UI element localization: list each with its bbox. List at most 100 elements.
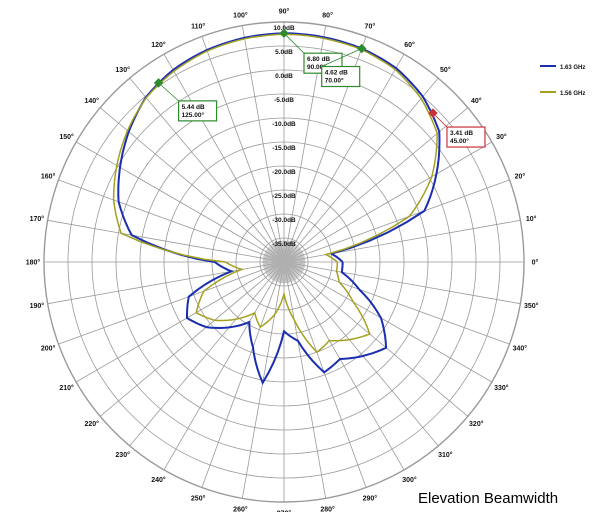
grid-spoke <box>283 219 521 263</box>
grid-spoke <box>283 261 439 447</box>
legend-label: 1.63 GHz <box>560 65 585 71</box>
angle-tick-label: 270° <box>277 510 292 512</box>
angle-tick-label: 30° <box>496 133 507 141</box>
marker-leader <box>158 82 179 102</box>
angle-tick-label: 340° <box>513 344 528 352</box>
angle-tick-label: 110° <box>191 23 205 31</box>
grid-spoke <box>201 261 285 488</box>
marker-leader <box>432 112 448 128</box>
angle-tick-label: 210° <box>59 384 74 392</box>
radial-tick-label: -30.0dB <box>272 217 296 224</box>
radial-tick-labels: 10.0dB 5.0dB 0.0dB -5.0dB -10.0dB -15.0dB -20.… <box>272 25 296 248</box>
grid-spoke <box>283 261 510 345</box>
marker-label-angle: 45.00° <box>450 137 469 145</box>
marker-label-db: 3.41 dB <box>450 130 473 137</box>
angle-tick-label: 200° <box>41 344 56 352</box>
marker-label-db: 4.62 dB <box>325 70 348 77</box>
angle-tick-label: 40° <box>471 97 482 105</box>
angle-tick-label: 140° <box>84 97 99 105</box>
legend-label: 1.56 GHz <box>560 91 585 97</box>
grid-spoke <box>163 261 285 471</box>
grid-spoke <box>75 261 285 383</box>
grid-spoke <box>47 261 285 305</box>
grid-spoke <box>129 77 285 263</box>
grid-spoke <box>99 261 285 417</box>
grid-spoke <box>283 53 405 263</box>
series-line-2 <box>112 33 438 354</box>
marker-point <box>356 43 367 54</box>
angle-tick-label: 300° <box>402 476 417 484</box>
radial-tick-label: -5.0dB <box>274 97 294 104</box>
angle-tick-label: 250° <box>191 494 206 502</box>
grid-spoke <box>47 219 285 263</box>
angle-tick-label: 60° <box>404 41 415 49</box>
angle-tick-label: 70° <box>365 23 376 31</box>
angle-tick-label: 320° <box>469 420 484 428</box>
angle-tick-label: 180° <box>26 259 41 267</box>
angle-tick-label: 100° <box>233 11 248 19</box>
radial-tick-label: -20.0dB <box>272 169 296 176</box>
series-group <box>112 32 441 386</box>
grid-spoke <box>129 261 285 447</box>
grid-spoke <box>283 261 521 305</box>
angle-tick-label: 310° <box>438 451 453 459</box>
angle-tick-label: 240° <box>151 476 166 484</box>
angle-tick-label: 230° <box>115 451 130 459</box>
radial-tick-label: -15.0dB <box>272 145 296 152</box>
angle-tick-label: 260° <box>233 506 248 512</box>
grid-spoke <box>283 179 510 263</box>
chart-caption: Elevation Beamwidth <box>418 490 559 507</box>
marker-label-db: 6.80 dB <box>307 56 330 63</box>
angle-tick-label: 190° <box>30 302 45 310</box>
legend: 1.63 GHz 1.56 GHz <box>540 65 585 97</box>
grid-spoke <box>283 77 439 263</box>
angle-tick-label: 80° <box>322 11 333 19</box>
grid-spoke <box>283 261 367 488</box>
grid-spoke <box>163 53 285 263</box>
radial-tick-label: 10.0dB <box>273 25 295 32</box>
radial-tick-label: 0.0dB <box>275 73 293 80</box>
grid-spoke <box>58 261 285 345</box>
angle-tick-label: 350° <box>524 302 539 310</box>
grid-spoke <box>241 25 285 263</box>
marker-leader <box>283 32 305 54</box>
grid-spoke <box>99 107 285 263</box>
grid-spoke <box>58 179 285 263</box>
grid-spoke <box>283 261 493 383</box>
radial-tick-label: -25.0dB <box>272 193 296 200</box>
grid-fine-spoke <box>283 261 306 263</box>
grid-spoke <box>75 141 285 263</box>
marker-label-angle: 125.00° <box>182 111 205 119</box>
angle-tick-label: 290° <box>363 494 378 502</box>
grid-spoke <box>283 261 327 499</box>
angle-tick-label: 10° <box>526 215 537 223</box>
angle-tick-label: 160° <box>41 173 56 181</box>
angle-tick-label: 50° <box>440 66 451 74</box>
radial-tick-label: 5.0dB <box>275 49 293 56</box>
marker-box <box>446 126 486 148</box>
angle-tick-label: 120° <box>151 41 166 49</box>
marker-label-angle: 90.00° <box>307 63 326 71</box>
angle-tick-label: 280° <box>320 506 335 512</box>
marker-box <box>177 100 218 122</box>
grid-spoke <box>283 261 469 417</box>
angle-tick-label: 330° <box>494 384 509 392</box>
series-line-1 <box>117 32 441 386</box>
marker-box <box>321 65 361 88</box>
marker-label-angle: 70.00° <box>325 77 344 85</box>
polar-grid <box>43 21 525 503</box>
radial-tick-label: -10.0dB <box>272 121 296 128</box>
angle-tick-labels: 0° 10° 20° 30° 40° 50° 60° 70° 80° 90° 100° 110° 120… <box>26 8 539 512</box>
angle-tick-label: 220° <box>84 420 99 428</box>
angle-tick-label: 20° <box>515 173 526 181</box>
marker-leader <box>321 48 362 67</box>
marker-label-db: 5.44 dB <box>182 104 205 111</box>
angle-tick-label: 150° <box>59 133 74 141</box>
grid-spoke <box>283 141 493 263</box>
grid-spoke <box>201 36 285 263</box>
angle-tick-label: 90° <box>279 8 290 16</box>
angle-tick-label: 0° <box>532 259 539 267</box>
grid-spoke <box>283 261 405 471</box>
